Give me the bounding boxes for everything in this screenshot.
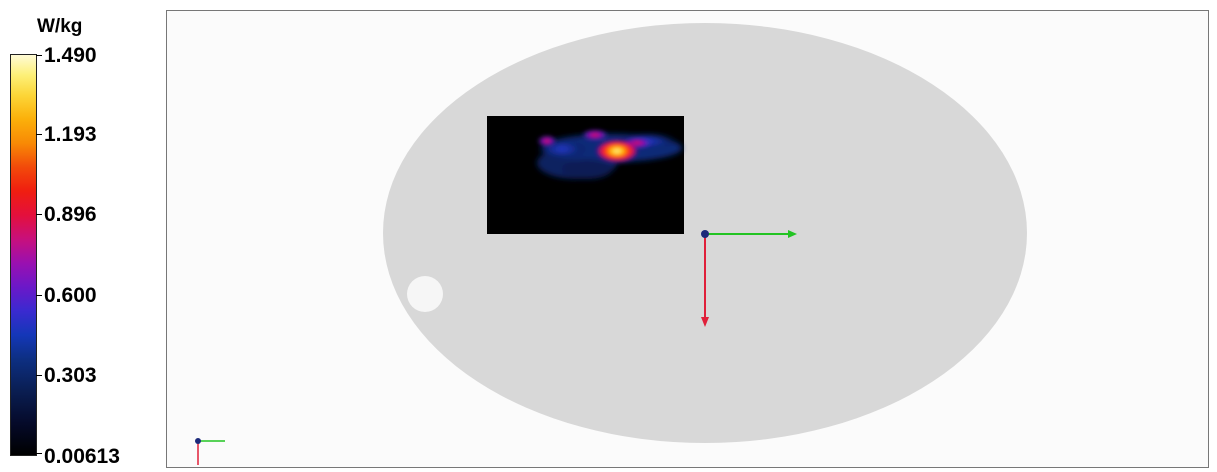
legend-tick bbox=[36, 295, 42, 296]
legend-unit-label: W/kg bbox=[37, 16, 83, 37]
legend-tick bbox=[36, 453, 42, 454]
legend-tick-label-max: 1.490 bbox=[44, 44, 97, 67]
legend-tick-label-5: 0.303 bbox=[44, 364, 97, 387]
3d-viewport[interactable] bbox=[166, 10, 1209, 468]
legend-tick bbox=[36, 134, 42, 135]
coordinate-axes bbox=[701, 230, 797, 327]
orientation-axes-icon bbox=[195, 438, 225, 465]
sar-scan-area bbox=[487, 116, 684, 234]
legend-tick-label-4: 0.600 bbox=[44, 284, 97, 307]
legend-tick bbox=[36, 214, 42, 215]
scene-canvas[interactable] bbox=[167, 11, 1208, 467]
legend-tick-label-3: 0.896 bbox=[44, 203, 97, 226]
legend-tick bbox=[36, 375, 42, 376]
phantom-hole bbox=[407, 276, 443, 312]
legend-tick-label-2: 1.193 bbox=[44, 123, 97, 146]
legend-tick bbox=[36, 55, 42, 56]
colorbar-gradient bbox=[10, 54, 37, 456]
legend-tick-label-min: 0.00613 bbox=[44, 445, 120, 468]
